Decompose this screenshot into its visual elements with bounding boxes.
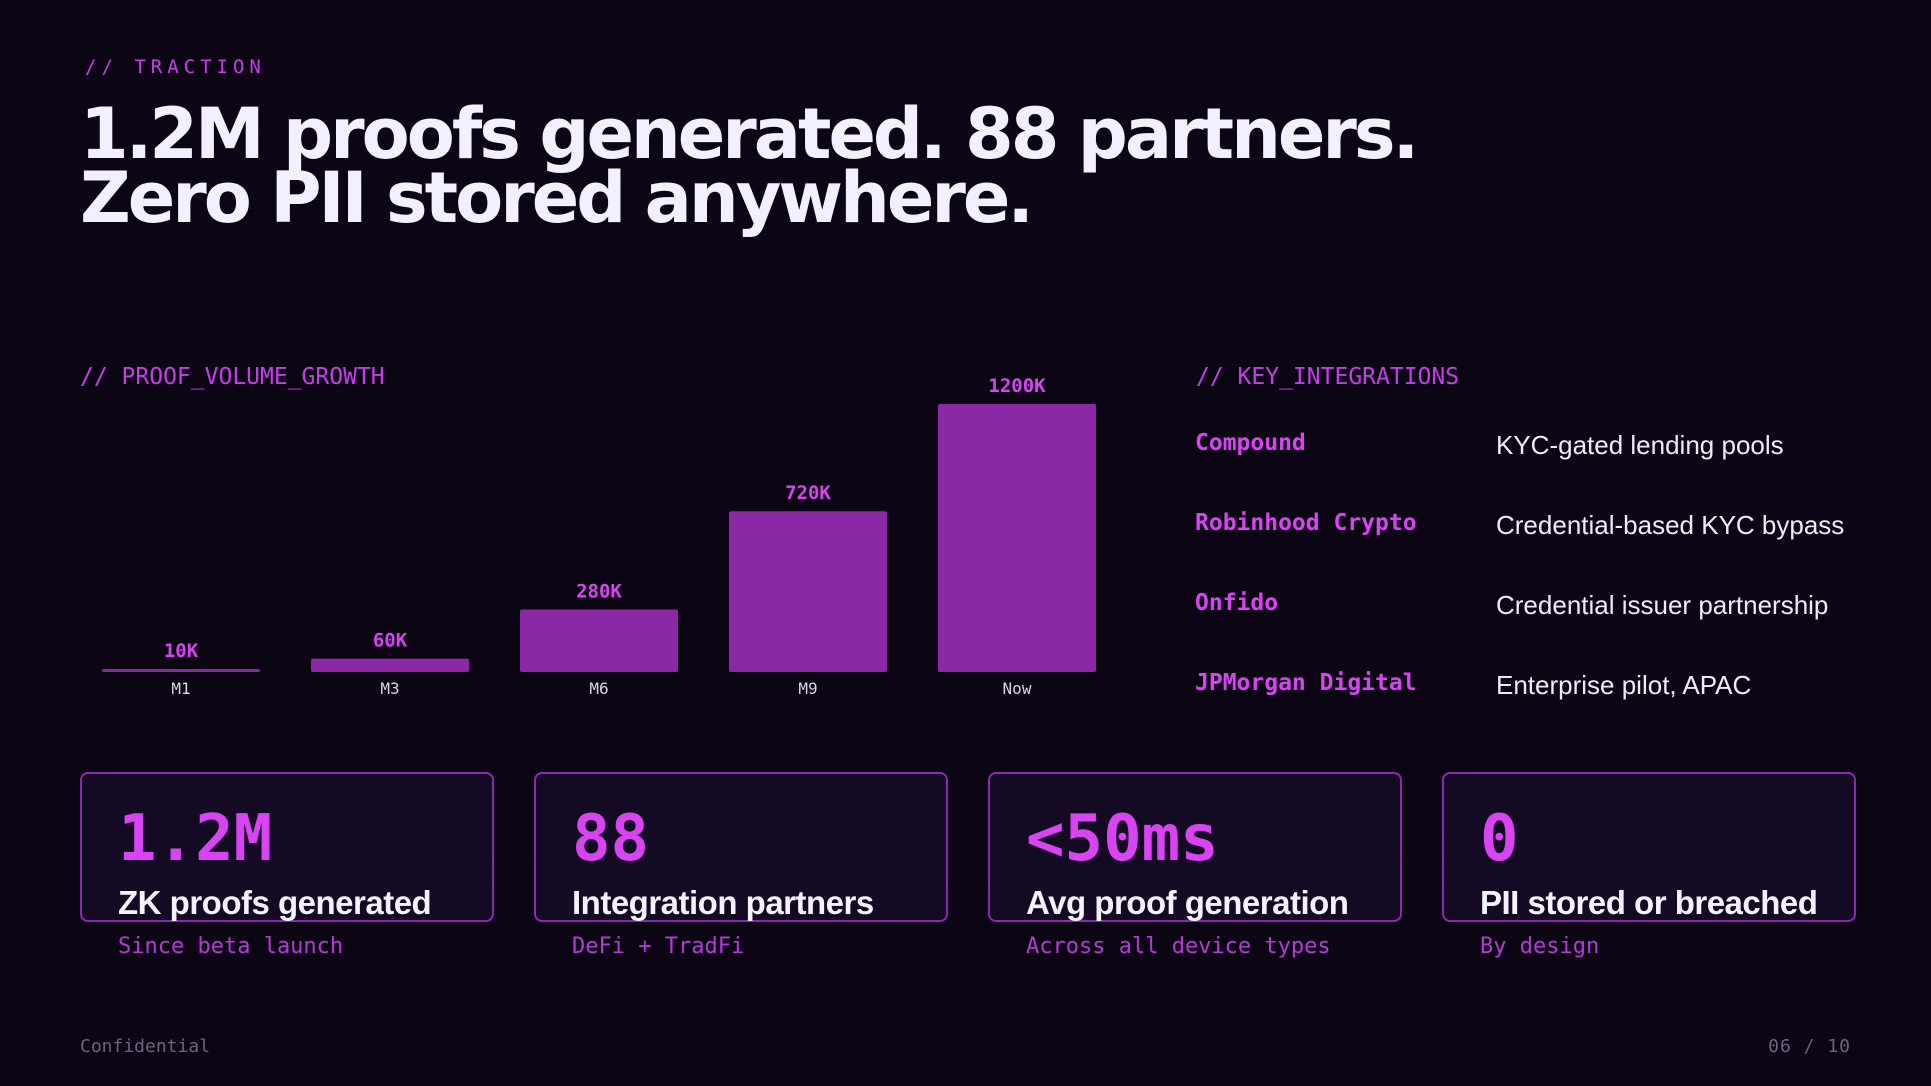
integration-description: Credential-based KYC bypass xyxy=(1496,510,1845,540)
stat-subtitle: Across all device types xyxy=(1026,934,1331,959)
bar-value-label: 10K xyxy=(164,640,199,662)
bar-value-label: 60K xyxy=(373,630,408,652)
integration-name: Onfido xyxy=(1195,590,1279,616)
integration-description: KYC-gated lending pools xyxy=(1496,430,1784,460)
stat-subtitle: Since beta launch xyxy=(118,934,344,959)
section-eyebrow: // TRACTION xyxy=(85,56,266,78)
page-title: 1.2M proofs generated. 88 partners. Zero… xyxy=(80,93,1419,239)
stat-card: 0 PII stored or breached By design xyxy=(1442,772,1856,959)
stat-label: Integration partners xyxy=(572,884,874,921)
stat-value: 1.2M xyxy=(118,802,273,876)
bar-m3 xyxy=(311,658,469,672)
x-tick-label: M1 xyxy=(171,679,190,698)
bar-value-label: 1200K xyxy=(988,375,1046,397)
integrations-list: Compound KYC-gated lending pools Robinho… xyxy=(1195,420,1875,740)
integration-description: Credential issuer partnership xyxy=(1496,590,1829,620)
stat-subtitle: By design xyxy=(1480,934,1600,959)
bar-value-label: 280K xyxy=(576,580,622,602)
page-number: 06 / 10 xyxy=(1768,1036,1851,1057)
stat-card: 1.2M ZK proofs generated Since beta laun… xyxy=(80,772,494,959)
stat-subtitle: DeFi + TradFi xyxy=(572,934,745,959)
bar-m9 xyxy=(729,511,887,672)
bar-value-label: 720K xyxy=(785,482,831,504)
headline-line-2: Zero PII stored anywhere. xyxy=(80,157,1034,239)
integration-row: JPMorgan Digital Enterprise pilot, APAC xyxy=(1195,660,1875,740)
integrations-section-label: // KEY_INTEGRATIONS xyxy=(1196,364,1460,390)
x-tick-label: M9 xyxy=(798,679,817,698)
stat-card: <50ms Avg proof generation Across all de… xyxy=(988,772,1402,959)
integration-description: Enterprise pilot, APAC xyxy=(1496,670,1752,700)
stat-label: ZK proofs generated xyxy=(118,884,432,921)
x-tick-label: Now xyxy=(1003,679,1032,698)
stat-card: 88 Integration partners DeFi + TradFi xyxy=(534,772,948,959)
headline-line-1: 1.2M proofs generated. 88 partners. xyxy=(80,93,1419,175)
integration-name: Robinhood Crypto xyxy=(1195,510,1417,536)
x-tick-label: M6 xyxy=(589,679,608,698)
integration-row: Onfido Credential issuer partnership xyxy=(1195,580,1875,660)
footer-confidential: Confidential xyxy=(80,1036,211,1057)
stat-value: 0 xyxy=(1480,802,1519,876)
integration-name: Compound xyxy=(1195,430,1306,456)
bar-now xyxy=(938,404,1096,672)
integration-row: Robinhood Crypto Credential-based KYC by… xyxy=(1195,500,1875,580)
bar-m6 xyxy=(520,609,678,672)
x-tick-label: M3 xyxy=(380,679,399,698)
stat-value: <50ms xyxy=(1026,802,1219,876)
stat-label: PII stored or breached xyxy=(1480,884,1818,921)
integration-row: Compound KYC-gated lending pools xyxy=(1195,420,1875,500)
bar-m1 xyxy=(102,669,260,672)
integration-name: JPMorgan Digital xyxy=(1195,670,1417,696)
stat-label: Avg proof generation xyxy=(1026,884,1349,921)
proof-volume-chart: 10K M1 60K M3 280K M6 720K M9 1200K Now xyxy=(102,375,1096,698)
stat-value: 88 xyxy=(572,802,650,876)
chart-section-label: // PROOF_VOLUME_GROWTH xyxy=(80,364,385,390)
